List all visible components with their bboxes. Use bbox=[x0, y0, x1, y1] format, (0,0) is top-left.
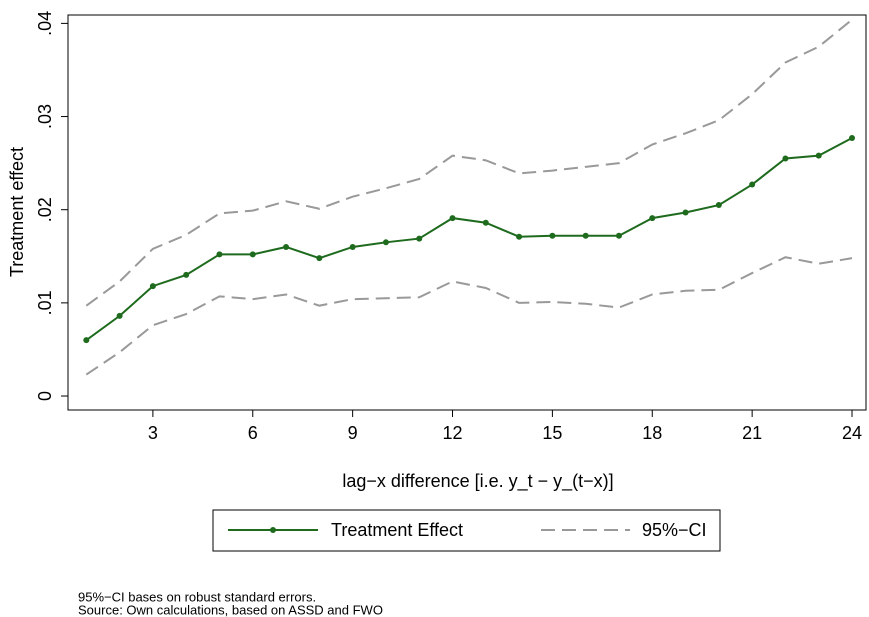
point bbox=[449, 215, 456, 222]
point bbox=[516, 233, 523, 240]
x-tick-label: 15 bbox=[542, 423, 562, 443]
x-tick-label: 18 bbox=[642, 423, 662, 443]
point bbox=[615, 232, 622, 239]
point bbox=[116, 312, 123, 319]
x-axis-label: lag−x difference [i.e. y_t − y_(t−x)] bbox=[342, 471, 613, 492]
point bbox=[482, 219, 489, 226]
point bbox=[183, 271, 190, 278]
plot-frame bbox=[67, 14, 867, 411]
ci-upper bbox=[85, 18, 853, 307]
point bbox=[549, 232, 556, 239]
point bbox=[782, 155, 789, 162]
legend-label: 95%−CI bbox=[642, 520, 707, 540]
point bbox=[149, 283, 156, 290]
point bbox=[249, 251, 256, 258]
x-tick-label: 3 bbox=[148, 423, 158, 443]
point bbox=[416, 235, 423, 242]
point bbox=[582, 232, 589, 239]
point bbox=[316, 255, 323, 262]
y-tick-label: .02 bbox=[35, 197, 55, 222]
y-tick-label: .03 bbox=[35, 104, 55, 129]
point bbox=[715, 202, 722, 209]
point bbox=[349, 243, 356, 250]
y-tick-label: 0 bbox=[35, 391, 55, 401]
x-tick-label: 9 bbox=[348, 423, 358, 443]
x-tick-label: 12 bbox=[443, 423, 463, 443]
point bbox=[83, 337, 90, 344]
point bbox=[649, 215, 656, 222]
note: 95%−CI bases on robust standard errors. bbox=[78, 589, 316, 604]
x-tick-label: 6 bbox=[248, 423, 258, 443]
point bbox=[382, 239, 389, 246]
x-tick-label: 21 bbox=[742, 423, 762, 443]
legend-label: Treatment Effect bbox=[331, 520, 463, 540]
legend-marker bbox=[270, 527, 276, 533]
point bbox=[283, 243, 290, 250]
point bbox=[749, 181, 756, 188]
y-tick-label: .04 bbox=[35, 11, 55, 36]
point bbox=[682, 209, 689, 216]
line bbox=[85, 137, 853, 341]
note: Source: Own calculations, based on ASSD … bbox=[78, 602, 383, 617]
y-tick-label: .01 bbox=[35, 290, 55, 315]
point bbox=[815, 152, 822, 159]
ci-lower bbox=[85, 256, 853, 376]
x-tick-label: 24 bbox=[842, 423, 862, 443]
point bbox=[216, 251, 223, 258]
point bbox=[849, 134, 856, 141]
y-axis-label: Treatment effect bbox=[7, 147, 27, 277]
